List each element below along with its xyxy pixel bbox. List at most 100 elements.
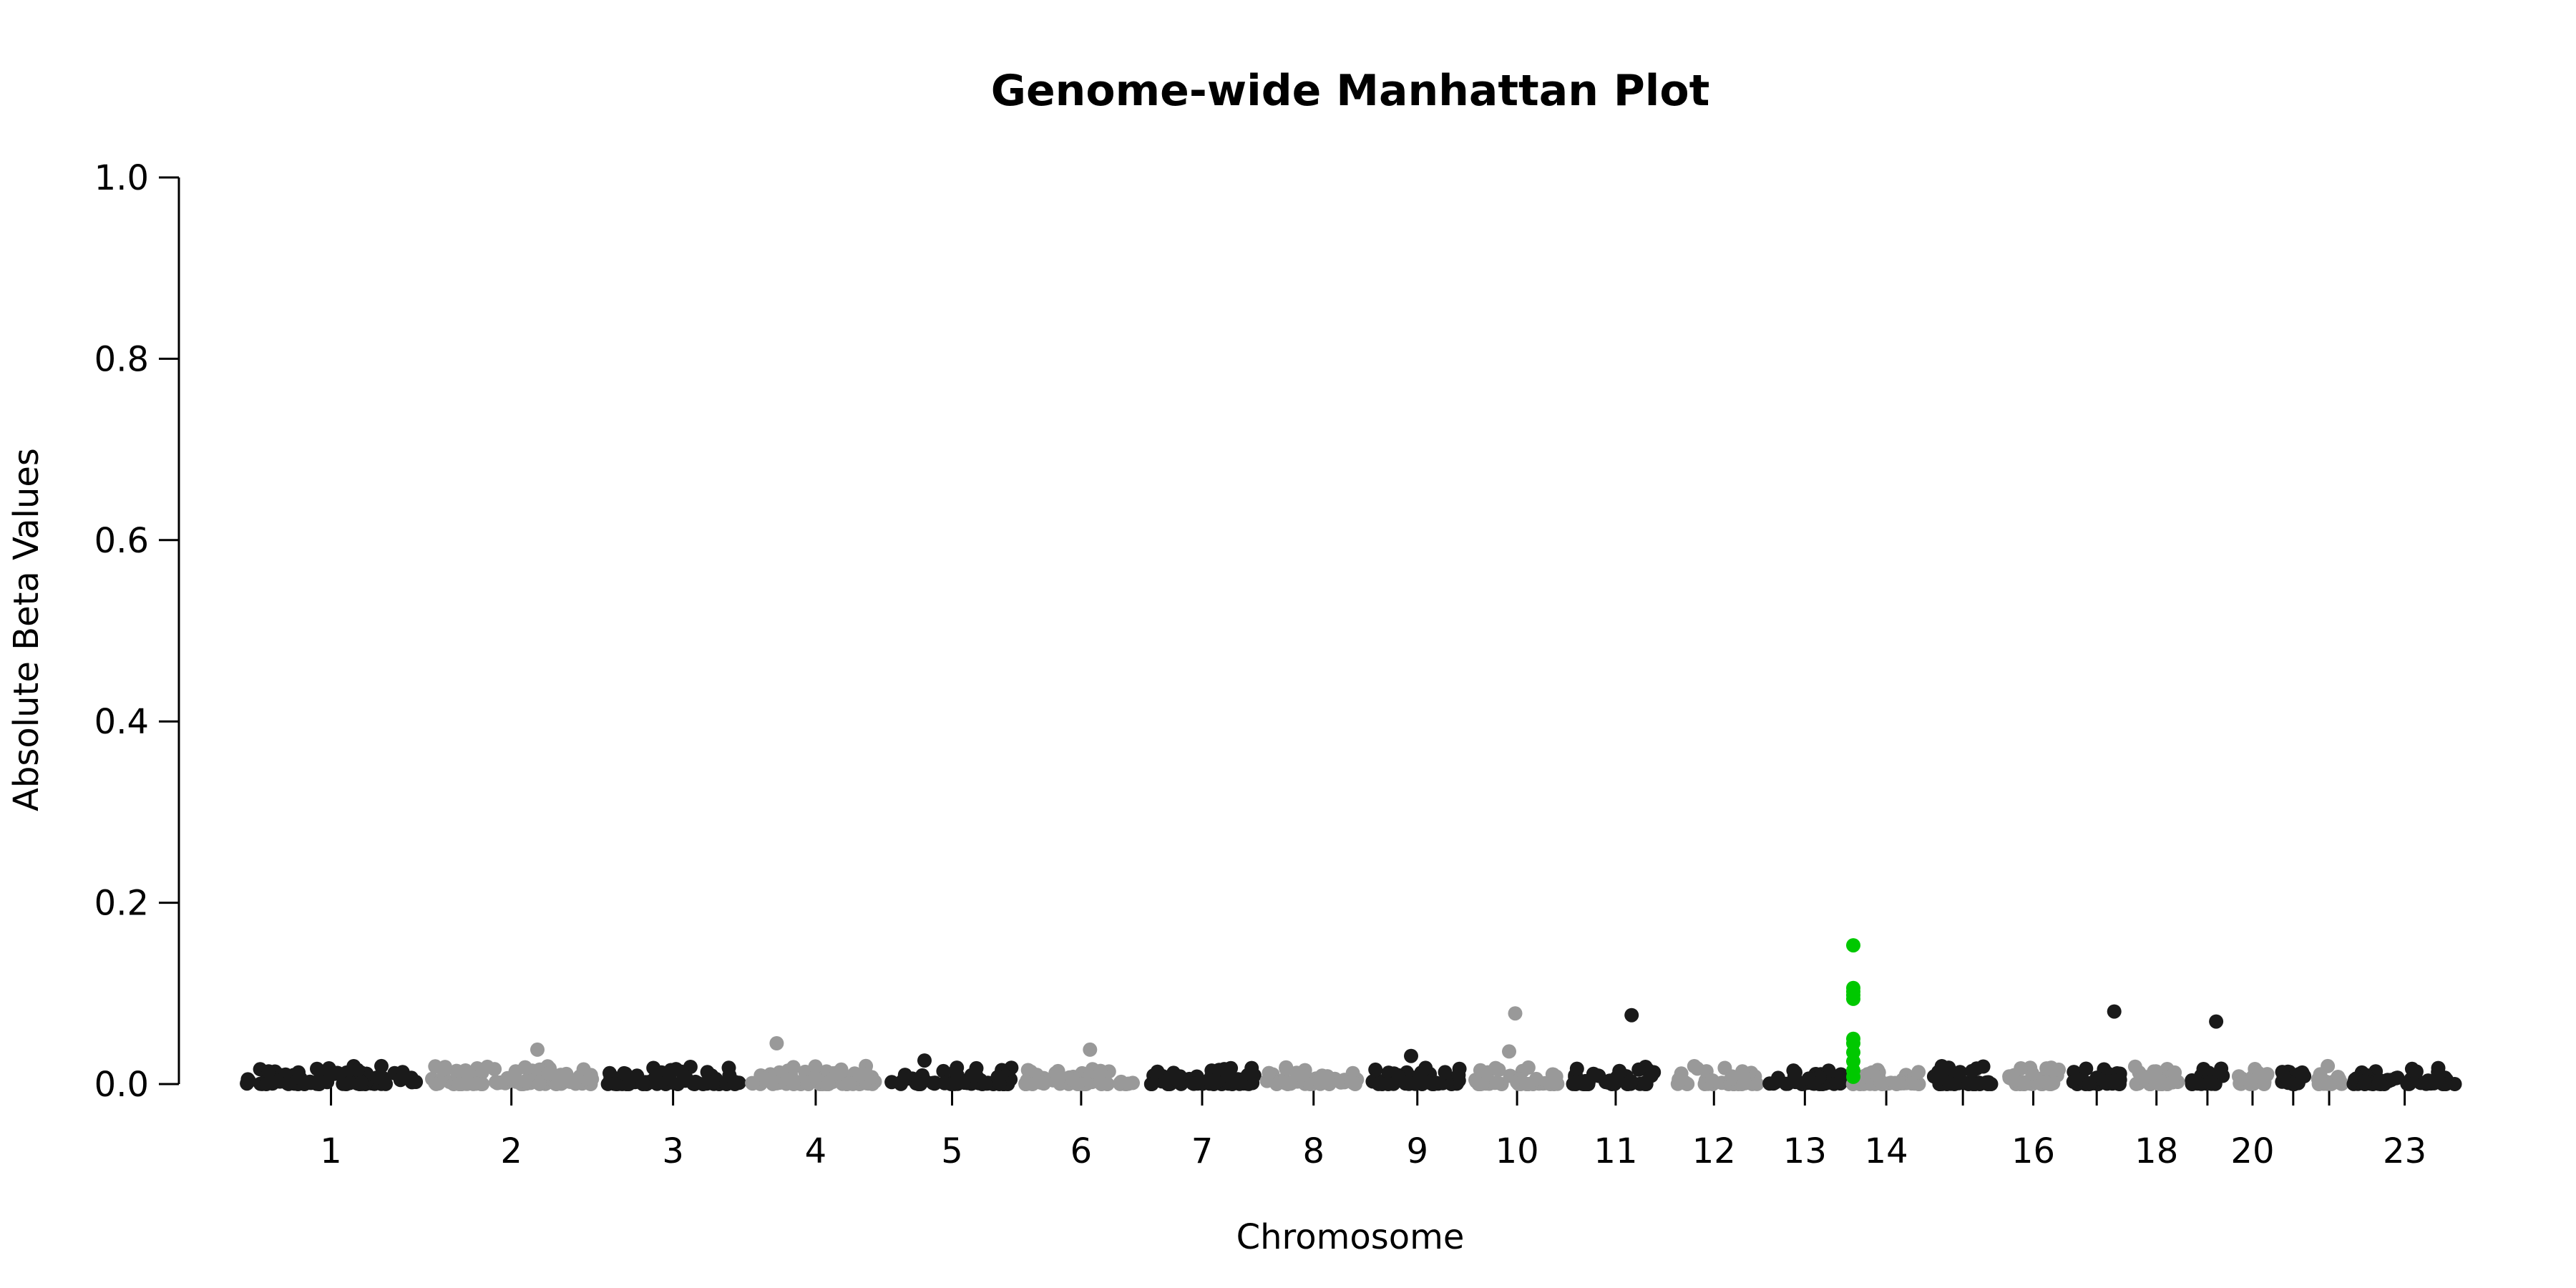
- data-point: [2165, 1075, 2180, 1090]
- data-point: [1750, 1076, 1765, 1091]
- chart-title: Genome-wide Manhattan Plot: [991, 66, 1710, 116]
- data-point: [488, 1075, 503, 1090]
- data-point: [1631, 1062, 1646, 1077]
- data-point: [1942, 1076, 1957, 1091]
- data-point: [727, 1075, 742, 1091]
- x-tick-label: 20: [2230, 1131, 2274, 1171]
- x-tick-label: 9: [1406, 1131, 1428, 1171]
- data-point: [1491, 1063, 1506, 1078]
- data-point: [487, 1062, 502, 1077]
- x-tick-label: 18: [2135, 1131, 2178, 1171]
- data-point: [1934, 1059, 1949, 1073]
- data-point: [1569, 1061, 1584, 1076]
- data-point: [2014, 1061, 2029, 1075]
- data-point: [1166, 1065, 1181, 1080]
- data-point: [2209, 1014, 2224, 1029]
- data-point: [699, 1076, 714, 1091]
- data-point: [2139, 1070, 2154, 1085]
- data-point: [950, 1076, 965, 1091]
- data-point: [1094, 1076, 1109, 1091]
- data-point: [948, 1064, 963, 1079]
- x-tick-label: 4: [805, 1131, 827, 1171]
- data-point: [897, 1068, 912, 1083]
- x-axis-label: Chromosome: [1236, 1217, 1465, 1257]
- data-point: [1979, 1075, 1994, 1090]
- data-point: [1875, 1077, 1889, 1091]
- data-point: [259, 1077, 274, 1091]
- data-point: [2426, 1075, 2441, 1090]
- data-point: [635, 1077, 650, 1091]
- data-point: [621, 1077, 636, 1091]
- data-point: [2025, 1066, 2040, 1081]
- data-point: [1381, 1077, 1395, 1091]
- highlight-point: [1846, 991, 1860, 1006]
- y-tick-label: 0.2: [94, 884, 149, 924]
- data-point: [1612, 1063, 1627, 1078]
- data-point: [1262, 1065, 1277, 1080]
- data-point: [1521, 1060, 1536, 1075]
- data-point: [240, 1076, 255, 1091]
- data-point: [1737, 1075, 1752, 1091]
- x-tick-label: 12: [1692, 1131, 1736, 1171]
- data-point: [374, 1058, 389, 1073]
- data-point: [1404, 1048, 1418, 1063]
- data-point: [1143, 1077, 1158, 1091]
- data-point: [370, 1070, 385, 1085]
- data-point: [1033, 1075, 1048, 1090]
- data-point: [1969, 1061, 1984, 1076]
- x-tick-label: 14: [1865, 1131, 1908, 1171]
- data-point: [831, 1066, 846, 1081]
- data-point: [1888, 1075, 1903, 1091]
- data-point: [721, 1060, 736, 1075]
- data-point: [911, 1077, 926, 1091]
- y-tick-label: 0.6: [94, 521, 149, 561]
- data-point: [808, 1059, 823, 1074]
- data-point: [1624, 1008, 1639, 1023]
- x-tick-label: 7: [1191, 1131, 1214, 1171]
- data-point: [884, 1075, 899, 1090]
- data-point: [1724, 1069, 1740, 1084]
- data-point: [936, 1063, 951, 1078]
- data-point: [2111, 1074, 2126, 1088]
- y-tick-label: 0.8: [94, 339, 149, 379]
- data-point: [1207, 1073, 1222, 1088]
- data-point: [438, 1060, 452, 1075]
- data-point: [2017, 1077, 2031, 1091]
- data-point: [1279, 1061, 1294, 1076]
- data-point: [2051, 1062, 2066, 1077]
- data-point: [2259, 1068, 2274, 1083]
- data-point: [2371, 1076, 2386, 1091]
- data-point: [2152, 1073, 2167, 1088]
- data-point: [1244, 1067, 1259, 1082]
- y-tick-label: 0.0: [94, 1065, 149, 1105]
- data-point: [474, 1065, 489, 1080]
- data-point: [1216, 1062, 1231, 1077]
- data-point: [1856, 1069, 1871, 1084]
- data-point: [1070, 1077, 1085, 1091]
- data-point: [1280, 1077, 1295, 1091]
- data-point: [1314, 1068, 1330, 1083]
- data-point: [1126, 1075, 1140, 1091]
- data-point: [1591, 1068, 1606, 1083]
- data-point: [1769, 1074, 1784, 1089]
- data-point: [607, 1076, 622, 1091]
- data-point: [2332, 1072, 2347, 1087]
- data-point: [808, 1070, 823, 1085]
- data-point: [1966, 1077, 1981, 1091]
- highlight-point: [1846, 938, 1860, 953]
- data-point: [1191, 1075, 1206, 1091]
- data-point: [1620, 1076, 1634, 1091]
- data-point: [1050, 1063, 1065, 1078]
- data-point: [2400, 1076, 2415, 1091]
- data-point: [1150, 1064, 1165, 1079]
- data-point: [2107, 1004, 2122, 1019]
- data-point: [2213, 1065, 2228, 1080]
- data-point: [859, 1067, 874, 1082]
- x-tick-label: 13: [1783, 1131, 1827, 1171]
- highlight-point: [1846, 1069, 1860, 1084]
- x-axis: 1 2 3 4 5 6 7 8 9 10 11 12 13 14 16 18 20 23: [320, 1084, 2426, 1171]
- data-point: [967, 1068, 982, 1083]
- data-point: [1673, 1073, 1688, 1088]
- data-point: [1508, 1006, 1523, 1021]
